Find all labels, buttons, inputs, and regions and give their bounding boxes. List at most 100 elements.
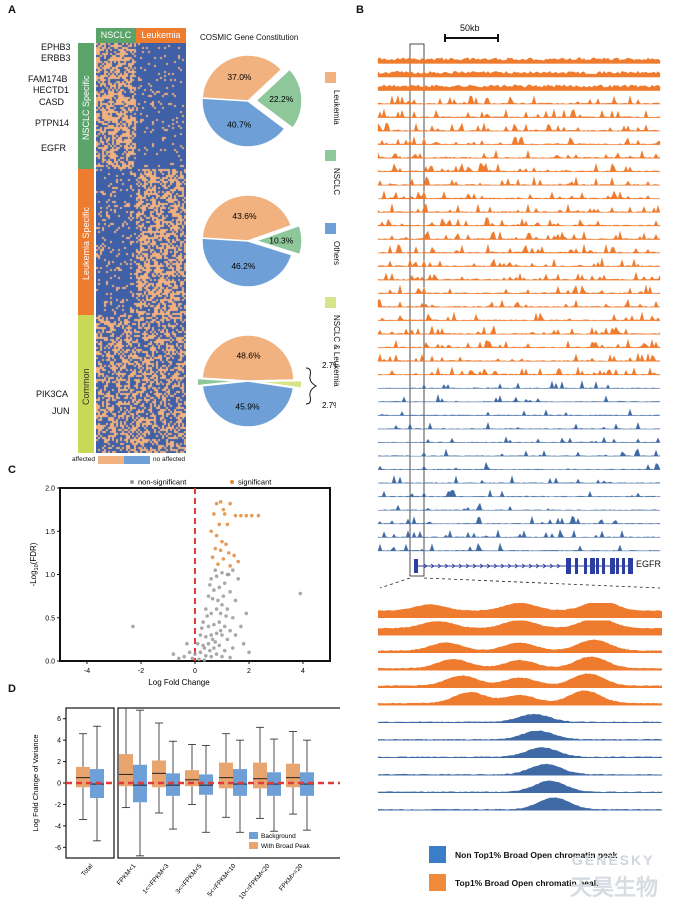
pie-title: COSMIC Gene Constitution — [200, 33, 299, 42]
zoom-blue-track — [378, 713, 662, 723]
data-point — [222, 581, 227, 585]
data-point — [214, 652, 219, 656]
legend-label: Background — [261, 833, 296, 840]
x-tick-label: FPKM>=20 — [278, 863, 305, 893]
zoom-blue-track — [378, 763, 662, 776]
data-point — [216, 598, 220, 603]
zoom-orange-track — [378, 639, 662, 653]
data-point — [220, 654, 224, 659]
zoom-guide — [423, 577, 661, 589]
strand-arrow — [430, 563, 435, 569]
data-point — [220, 633, 224, 637]
data-point — [232, 553, 236, 558]
orange-track — [377, 257, 661, 267]
data-point — [217, 585, 222, 590]
pie-slice-label: 43.6% — [232, 211, 257, 221]
legend-noaffected-swatch — [124, 456, 150, 464]
zoom-tracks — [378, 603, 662, 811]
y-tick-label: -4 — [55, 823, 61, 830]
nsclc-header-label: NSCLC — [100, 30, 132, 40]
orange-track — [377, 311, 661, 321]
data-point — [177, 656, 181, 661]
legend-swatch — [249, 842, 258, 849]
legend-label: With Broad Peak — [261, 843, 311, 850]
data-point — [185, 641, 189, 646]
pie-slice-label: 2.7% — [322, 401, 336, 410]
box — [152, 760, 166, 788]
group-bar-common — [78, 315, 94, 453]
box — [199, 774, 213, 795]
blue-track — [377, 393, 661, 403]
exon — [596, 558, 599, 574]
data-point — [225, 637, 230, 642]
scale-bar-label: 50kb — [460, 23, 480, 33]
legend-affected-label: affected — [72, 456, 96, 463]
group-label-common: Common — [81, 368, 91, 405]
data-point — [190, 656, 195, 661]
gene-label: ERBB3 — [41, 53, 71, 63]
blue-track — [377, 448, 661, 457]
legend-noaffected-label: no affected — [153, 456, 186, 463]
pie-legend-swatch-leukemia — [325, 72, 336, 83]
pie-slice-label: 45.9% — [235, 401, 260, 411]
data-point — [228, 655, 232, 660]
data-point — [209, 654, 213, 659]
data-point — [209, 577, 213, 581]
data-point — [205, 614, 209, 618]
exon — [602, 558, 605, 574]
legend-label-top1: Top1% Broad Open chromatin peak — [455, 878, 599, 888]
strand-arrow — [500, 563, 505, 569]
group-bar-leukemia — [78, 169, 94, 315]
orange-track — [377, 149, 661, 159]
data-point — [214, 501, 219, 506]
gene-label: CASD — [39, 97, 65, 107]
gene-label: EPHB3 — [41, 42, 71, 52]
strand-arrow — [507, 563, 512, 569]
data-point — [213, 640, 218, 644]
legend-marker — [130, 480, 134, 484]
data-point — [221, 507, 226, 512]
data-point — [217, 620, 222, 624]
data-point — [222, 512, 227, 516]
exon — [628, 558, 633, 574]
data-point — [221, 557, 226, 561]
panel-label-c: C — [8, 464, 16, 476]
data-point — [204, 654, 208, 658]
data-point — [222, 624, 227, 629]
orange-track — [377, 244, 661, 254]
data-point — [187, 650, 192, 655]
data-point — [198, 633, 203, 637]
pie-legend-swatch-both — [325, 297, 336, 308]
orange-track — [377, 230, 661, 240]
data-point — [204, 634, 208, 639]
x-tick-label: FPKM<1 — [116, 862, 138, 886]
legend-label: significant — [238, 478, 272, 487]
watermark-line1: GENESKY — [572, 852, 655, 868]
y-tick-label: 2 — [57, 759, 61, 766]
data-point — [208, 583, 212, 587]
data-point — [249, 513, 254, 518]
orange-track — [377, 94, 661, 105]
x-tick-label: 5<=FPKM<10 — [206, 862, 238, 898]
y-axis-label: -Log10(FDR) — [29, 542, 40, 586]
exon — [566, 558, 571, 574]
data-point — [210, 637, 215, 642]
gene-label: FAM174B — [28, 74, 68, 84]
legend-marker — [230, 480, 234, 484]
data-point — [231, 568, 235, 572]
zoom-guide — [379, 577, 411, 589]
data-point — [197, 657, 201, 662]
data-point — [218, 611, 223, 616]
x-tick-label: 0 — [193, 668, 197, 675]
nsclc-column-header: NSCLC — [96, 28, 136, 43]
x-tick-label: 3<=FPKM<5 — [175, 863, 204, 896]
orange-track — [377, 108, 661, 118]
data-point — [206, 594, 211, 598]
data-point — [239, 513, 243, 518]
strand-arrow — [493, 563, 498, 569]
panel-label-a: A — [8, 4, 16, 16]
gene-label: PIK3CA — [36, 389, 69, 399]
data-point — [214, 574, 219, 579]
orange-track — [377, 325, 661, 335]
blue-track — [377, 421, 661, 430]
